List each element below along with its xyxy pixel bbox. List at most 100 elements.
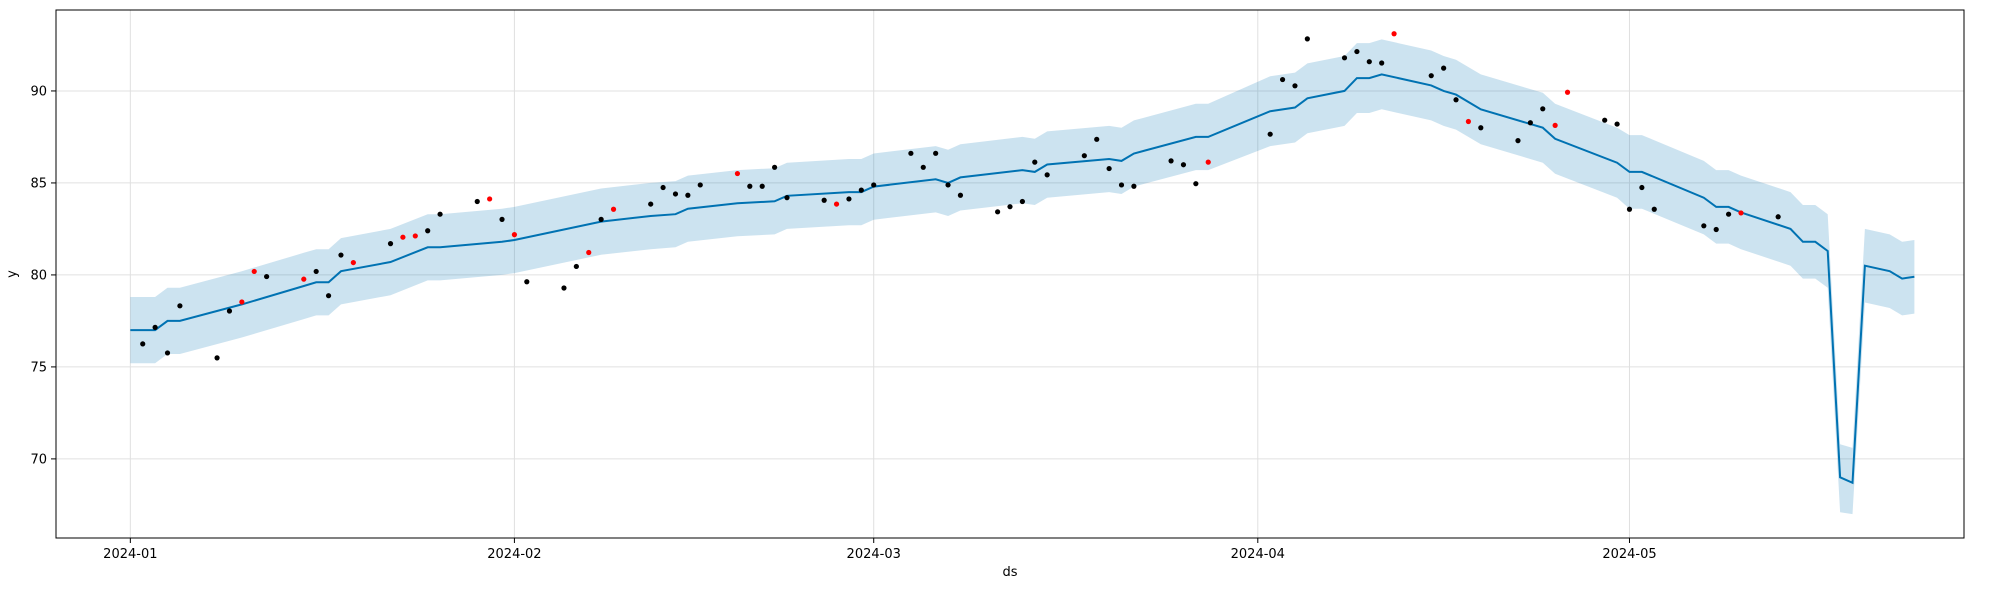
y-tick-label: 85: [30, 176, 47, 191]
data-point: [1193, 181, 1199, 187]
data-point: [1540, 106, 1546, 112]
data-point: [685, 192, 691, 198]
data-point: [400, 234, 406, 240]
data-point: [1527, 120, 1533, 126]
data-point: [957, 192, 964, 198]
data-point: [660, 184, 666, 191]
data-point: [747, 183, 753, 189]
data-point: [1267, 131, 1273, 137]
data-point: [1032, 159, 1038, 165]
data-point: [1131, 183, 1137, 189]
data-point: [771, 164, 778, 170]
data-point: [1354, 48, 1360, 55]
data-point: [499, 216, 505, 222]
data-point: [672, 191, 679, 197]
data-point: [325, 293, 332, 299]
data-point: [264, 273, 270, 280]
data-point: [412, 233, 418, 239]
data-point: [511, 232, 518, 238]
data-point: [1626, 206, 1633, 212]
data-point: [474, 198, 480, 205]
data-point: [140, 341, 146, 347]
data-point: [1391, 31, 1397, 37]
data-point: [1366, 59, 1372, 65]
data-point: [1094, 136, 1100, 142]
data-point: [561, 285, 567, 291]
data-point: [1168, 158, 1174, 164]
data-point: [487, 196, 493, 202]
data-point: [1044, 172, 1050, 178]
data-point: [908, 150, 914, 156]
data-point: [846, 196, 852, 202]
data-point: [1441, 65, 1447, 71]
data-point: [598, 216, 604, 222]
data-point: [697, 182, 703, 188]
data-point: [164, 350, 171, 356]
data-point: [920, 164, 926, 170]
y-axis-label: y: [5, 270, 20, 278]
data-point: [387, 241, 394, 247]
data-point: [995, 209, 1001, 215]
data-point: [1081, 153, 1087, 159]
data-point: [871, 182, 877, 188]
data-point: [1019, 198, 1025, 205]
data-point: [1725, 211, 1732, 217]
data-point: [437, 211, 443, 217]
data-point: [425, 228, 431, 234]
data-point: [177, 303, 183, 309]
data-point: [251, 268, 257, 275]
data-point: [821, 197, 827, 203]
data-point: [1118, 182, 1125, 188]
data-point: [1007, 204, 1013, 210]
data-point: [1775, 214, 1781, 220]
data-point: [1701, 223, 1707, 229]
data-point: [1478, 125, 1484, 131]
data-point: [1341, 55, 1348, 61]
data-point: [1292, 83, 1298, 89]
data-point: [858, 187, 864, 193]
data-point: [152, 324, 158, 330]
data-point: [1738, 210, 1744, 216]
y-tick-label: 70: [30, 452, 47, 467]
data-point: [933, 150, 939, 156]
data-point: [945, 182, 951, 188]
x-tick-label: 2024-04: [1231, 547, 1285, 562]
x-tick-label: 2024-05: [1602, 547, 1656, 562]
x-axis-label: ds: [1002, 565, 1017, 580]
data-point: [1106, 165, 1112, 172]
data-point: [239, 299, 245, 305]
data-point: [1515, 138, 1521, 144]
y-tick-label: 80: [30, 268, 47, 283]
data-point: [338, 252, 344, 258]
data-point: [1639, 184, 1645, 191]
data-point: [1465, 118, 1472, 125]
data-point: [586, 249, 592, 256]
data-point: [1552, 122, 1558, 128]
data-point: [350, 259, 356, 266]
y-tick-label: 75: [30, 360, 47, 375]
data-point: [1379, 60, 1385, 66]
data-point: [1180, 162, 1187, 168]
data-point: [734, 170, 741, 177]
data-point: [573, 263, 579, 270]
y-tick-label: 90: [30, 84, 47, 99]
data-point: [648, 201, 654, 207]
data-point: [833, 201, 840, 207]
data-point: [1651, 206, 1657, 212]
data-point: [1279, 76, 1286, 83]
uncertainty-band: [130, 39, 1915, 515]
data-point: [1205, 159, 1211, 165]
data-point: [313, 268, 319, 275]
data-point: [784, 195, 790, 201]
data-point: [226, 308, 233, 314]
data-point: [1713, 226, 1719, 233]
data-point: [1602, 117, 1608, 123]
data-point: [524, 279, 530, 285]
data-point: [759, 183, 765, 189]
data-point: [214, 355, 220, 361]
data-point: [1614, 121, 1620, 127]
forecast-line: [130, 73, 1915, 485]
x-tick-label: 2024-01: [103, 547, 157, 562]
data-point: [1564, 89, 1571, 95]
